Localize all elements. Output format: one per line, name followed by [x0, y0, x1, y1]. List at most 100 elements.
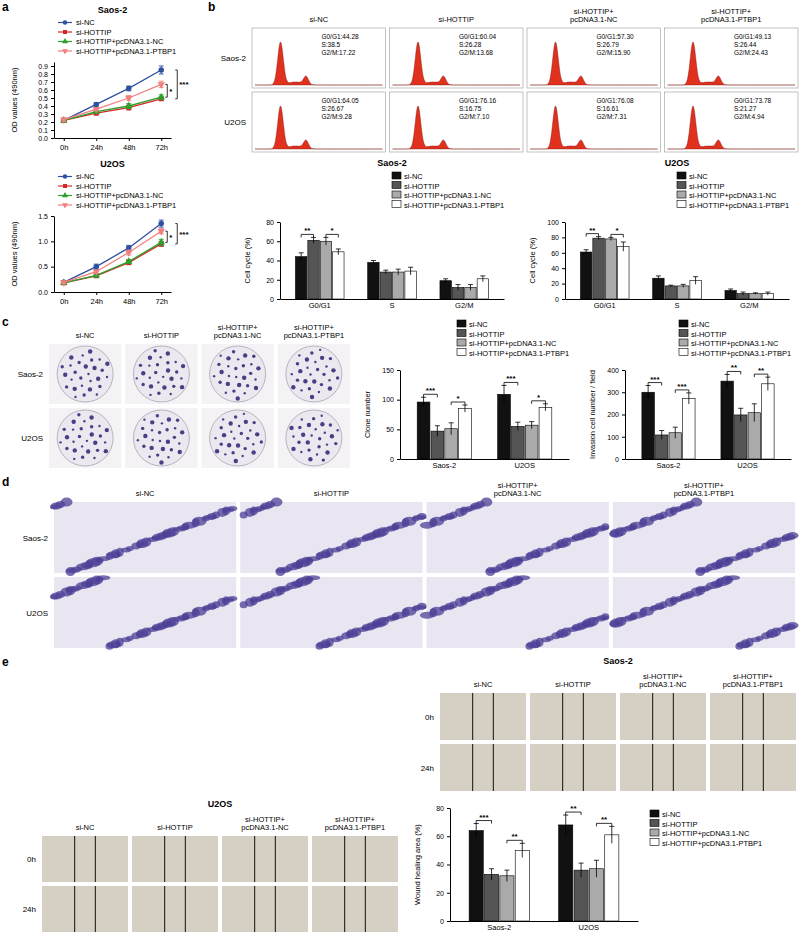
- colony-dot: [314, 361, 316, 363]
- colony-dot: [106, 376, 108, 378]
- column-header: pcDNA3.1-PTBP1: [325, 823, 385, 832]
- column-header: pcDNA3.1-PTBP1: [701, 15, 761, 24]
- tick: 20: [266, 276, 280, 283]
- tick-label: 100: [547, 219, 559, 226]
- cell-blob: [680, 592, 692, 599]
- error-bar: [299, 253, 304, 261]
- colony-dot: [318, 437, 321, 440]
- tick-mark: [397, 459, 400, 460]
- column-header: si-NC: [76, 823, 95, 832]
- cell-blob: [429, 518, 437, 527]
- image-cell: [132, 886, 218, 932]
- error-bar: [752, 404, 757, 422]
- error-bar: [311, 237, 316, 243]
- colony-dot: [310, 434, 312, 436]
- wound-edge: [185, 836, 186, 882]
- colony-dot: [251, 450, 255, 454]
- colony-dot: [219, 370, 223, 374]
- error-bar: [421, 397, 426, 406]
- cell-blob: [445, 603, 455, 610]
- tick-label: 0: [390, 456, 394, 463]
- cell-blob: [670, 597, 682, 602]
- panel-letter: e: [2, 655, 9, 669]
- tick-mark: [447, 836, 450, 837]
- bar: [392, 272, 403, 299]
- error-bar: [621, 242, 626, 251]
- cell-blob: [505, 579, 513, 588]
- legend-marker: [63, 30, 67, 34]
- cell-blob: [655, 513, 665, 520]
- marker: [93, 270, 100, 276]
- colony-dot: [61, 365, 64, 368]
- tick-label: 20: [551, 280, 559, 287]
- significance-bracket: [175, 70, 177, 99]
- tick-label: 0: [440, 918, 444, 925]
- cell-blob: [95, 558, 103, 563]
- tick: 20: [436, 889, 450, 896]
- colony-dot: [222, 433, 226, 437]
- colony-dot: [156, 414, 159, 417]
- legend-item: si-HOTTIP+pcDNA3.1-PTBP1: [677, 201, 789, 210]
- colony-dot: [86, 440, 88, 442]
- marker: [125, 102, 132, 108]
- image-cell: [42, 836, 128, 882]
- bar: [515, 850, 529, 921]
- marker: [125, 250, 132, 256]
- colony-dot: [105, 362, 109, 366]
- row-label: 0h: [27, 855, 36, 864]
- significance: **: [511, 832, 518, 841]
- marker: [158, 67, 164, 73]
- image-cell: [609, 498, 798, 576]
- cell-blob: [295, 579, 303, 588]
- error-bar: [725, 374, 730, 387]
- tick-mark: [51, 138, 54, 139]
- colony-dot: [236, 443, 240, 447]
- colony-dot: [176, 419, 179, 422]
- tick-label: 40: [551, 265, 559, 272]
- tick-label: 0h: [60, 297, 68, 306]
- cell-background: [125, 408, 197, 468]
- legend-swatch: [457, 330, 466, 337]
- colony-dot: [161, 422, 163, 424]
- bar: [580, 252, 591, 299]
- marker: [125, 96, 132, 102]
- colony-dot: [243, 413, 245, 415]
- colony-dot: [148, 364, 150, 366]
- legend-item: si-HOTTIP+pcDNA3.1-PTBP1: [457, 349, 569, 358]
- cell-blob: [50, 503, 62, 510]
- phase-label: G2/M:17.22: [321, 49, 355, 56]
- colony-dot: [151, 429, 153, 431]
- cell-background: [49, 344, 121, 404]
- colony-dot: [227, 365, 229, 367]
- colony-dot: [303, 379, 307, 383]
- tick-mark: [397, 400, 400, 401]
- cell-blob: [610, 529, 624, 538]
- legend-marker: [62, 203, 68, 208]
- cell-blob: [321, 549, 331, 558]
- legend-label: si-HOTTIP: [691, 330, 726, 339]
- tick-mark: [447, 808, 450, 809]
- legend-label: si-HOTTIP+pcDNA3.1-PTBP1: [76, 201, 176, 210]
- colony-dot: [214, 437, 216, 439]
- error-bar: [408, 267, 413, 275]
- colony-dot: [72, 428, 74, 430]
- tick: G2/M: [455, 299, 473, 310]
- colony-dot: [178, 450, 182, 454]
- x-axis: G0/G1SG2/M: [566, 299, 790, 310]
- column-header: si-HOTTIP: [157, 823, 192, 832]
- legend-label: si-HOTTIP+pcDNA3.1-NC: [662, 829, 750, 838]
- phase-label: G0/G1:76.08: [596, 97, 634, 104]
- phase-label: S:26.79: [596, 41, 619, 48]
- colony-dot: [149, 376, 151, 378]
- cell-blob: [601, 523, 609, 530]
- bar: [605, 239, 616, 299]
- tick-mark: [51, 66, 54, 67]
- tick-mark: [397, 429, 400, 430]
- axis-line: [451, 921, 639, 922]
- tick: 0: [270, 296, 280, 303]
- cell-frame: [665, 92, 799, 152]
- colony-dot: [291, 385, 295, 389]
- colony-dot: [63, 373, 67, 377]
- x-axis: Saos-2U2OS: [626, 459, 792, 470]
- tick: 40: [266, 257, 280, 264]
